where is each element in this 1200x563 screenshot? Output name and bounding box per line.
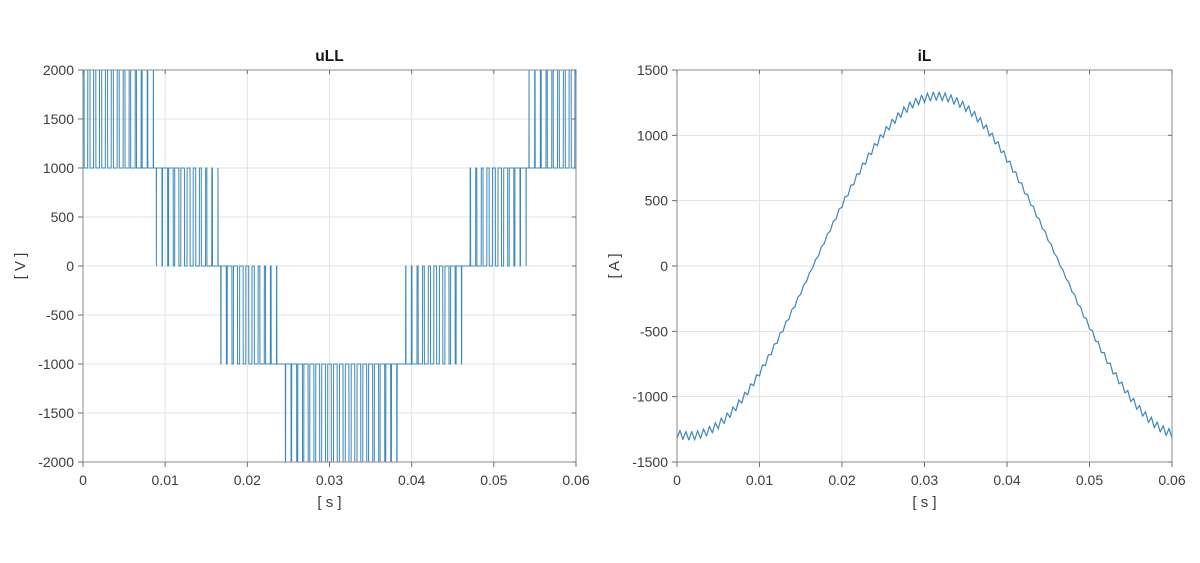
y-tick-label: 1500 — [637, 62, 668, 78]
y-tick-label: 500 — [51, 209, 75, 225]
chart-title: iL — [918, 48, 932, 65]
chart-iL: 0 0.01 0.02 0.03 0.04 0.05 0.06 -1500 -1000 -500 0… — [606, 48, 1186, 511]
y-tick-label: -1000 — [632, 389, 668, 405]
y-tick-label: -500 — [640, 323, 668, 339]
x-tick-label: 0.03 — [316, 472, 343, 488]
chart-title: uLL — [315, 48, 343, 65]
x-tick-label: 0.04 — [993, 472, 1020, 488]
tick-labels: 0 0.01 0.02 0.03 0.04 0.05 0.06 -2000 -1500 -1000… — [38, 62, 590, 488]
y-tick-label: 0 — [660, 258, 668, 274]
y-tick-label: -1000 — [38, 356, 74, 372]
x-tick-label: 0.01 — [746, 472, 773, 488]
x-tick-label: 0.06 — [1158, 472, 1185, 488]
grid-lines — [677, 70, 1172, 462]
waveform-line-iL — [676, 91, 1173, 442]
y-tick-label: 2000 — [43, 62, 74, 78]
x-tick-label: 0.05 — [480, 472, 507, 488]
y-tick-label: -1500 — [632, 454, 668, 470]
tick-marks — [78, 69, 577, 467]
x-tick-label: 0.02 — [234, 472, 261, 488]
y-tick-label: 1000 — [43, 160, 74, 176]
waveform-line-uLL — [83, 69, 576, 463]
x-axis-label: [ s ] — [317, 494, 341, 511]
x-axis-label: [ s ] — [912, 494, 936, 511]
x-tick-label: 0.03 — [911, 472, 938, 488]
tick-labels: 0 0.01 0.02 0.03 0.04 0.05 0.06 -1500 -1000 -500 0… — [632, 62, 1186, 488]
chart-uLL: 0 0.01 0.02 0.03 0.04 0.05 0.06 -2000 -1500 -1000… — [12, 48, 590, 511]
x-tick-label: 0 — [673, 472, 681, 488]
y-tick-label: 1000 — [637, 127, 668, 143]
y-tick-label: 500 — [645, 193, 669, 209]
x-tick-label: 0.04 — [398, 472, 425, 488]
y-tick-label: 0 — [66, 258, 74, 274]
y-tick-label: -2000 — [38, 454, 74, 470]
x-tick-label: 0.01 — [152, 472, 179, 488]
x-tick-label: 0.05 — [1076, 472, 1103, 488]
y-tick-label: -500 — [46, 307, 74, 323]
y-tick-label: -1500 — [38, 405, 74, 421]
tick-marks — [672, 69, 1173, 467]
x-tick-label: 0.06 — [562, 472, 589, 488]
y-axis-label: [ V ] — [12, 253, 29, 280]
x-tick-label: 0.02 — [828, 472, 855, 488]
y-tick-label: 1500 — [43, 111, 74, 127]
x-tick-label: 0 — [79, 472, 87, 488]
y-axis-label: [ A ] — [606, 253, 623, 278]
